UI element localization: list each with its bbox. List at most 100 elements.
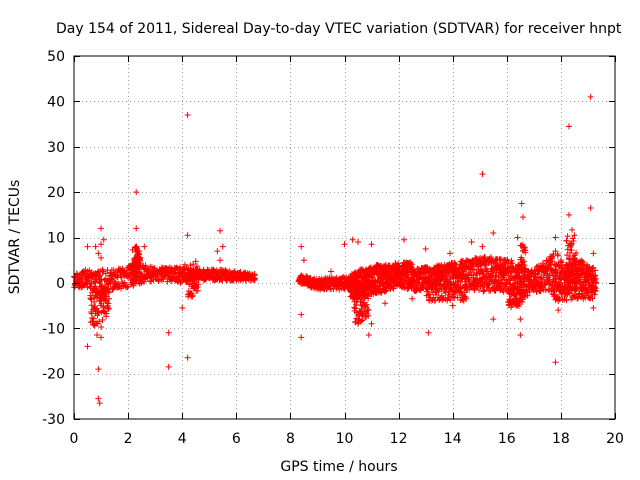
data-point — [133, 189, 140, 196]
data-point — [365, 306, 372, 313]
data-point — [109, 275, 116, 282]
data-point — [425, 329, 432, 336]
data-point — [562, 285, 569, 292]
data-point — [587, 93, 594, 100]
data-point — [98, 334, 105, 341]
x-tick-label: 4 — [178, 431, 187, 447]
data-point — [365, 312, 372, 319]
data-point — [543, 258, 550, 265]
data-point — [566, 123, 573, 130]
data-point — [506, 280, 513, 287]
data-point — [252, 277, 259, 284]
data-point — [552, 359, 559, 366]
x-tick-label: 8 — [286, 431, 295, 447]
data-point — [560, 285, 567, 292]
data-point — [194, 263, 201, 270]
data-point — [136, 274, 143, 281]
data-point — [160, 276, 167, 283]
data-point — [411, 276, 418, 283]
data-point — [95, 309, 102, 316]
data-point — [520, 248, 527, 255]
data-point — [298, 243, 305, 250]
data-point — [95, 250, 102, 257]
data-point — [572, 287, 579, 294]
data-point — [546, 271, 553, 278]
data-point — [92, 243, 99, 250]
data-point — [442, 289, 449, 296]
x-tick-label: 14 — [444, 431, 462, 447]
data-point — [478, 267, 485, 274]
data-point — [446, 250, 453, 257]
data-point — [461, 289, 468, 296]
data-point — [165, 363, 172, 370]
x-tick-label: 20 — [606, 431, 624, 447]
data-point — [564, 252, 571, 259]
data-point — [390, 285, 397, 292]
data-point — [187, 262, 194, 269]
data-point — [365, 284, 372, 291]
data-point — [566, 211, 573, 218]
x-tick-label: 2 — [124, 431, 133, 447]
data-point — [352, 305, 359, 312]
data-point — [173, 264, 180, 271]
grid — [74, 56, 615, 419]
chart-title: Day 154 of 2011, Sidereal Day-to-day VTE… — [56, 21, 622, 37]
data-point — [571, 284, 578, 291]
data-point — [419, 284, 426, 291]
data-point — [98, 254, 105, 261]
data-point — [552, 266, 559, 273]
data-point — [566, 290, 573, 297]
data-point — [105, 300, 112, 307]
data-point — [165, 329, 172, 336]
data-point — [479, 170, 486, 177]
data-point — [569, 235, 576, 242]
data-point — [96, 318, 103, 325]
data-point — [554, 252, 561, 259]
data-point — [567, 260, 574, 267]
data-point — [447, 285, 454, 292]
data-point — [357, 318, 364, 325]
data-point — [490, 316, 497, 323]
data-point — [219, 243, 226, 250]
data-point — [518, 286, 525, 293]
data-point — [533, 263, 540, 270]
data-point — [570, 238, 577, 245]
data-point — [133, 265, 140, 272]
data-point — [98, 241, 105, 248]
data-point — [176, 275, 183, 282]
data-point — [579, 284, 586, 291]
data-point — [569, 226, 576, 233]
data-point — [542, 287, 549, 294]
data-point — [479, 243, 486, 250]
data-point — [556, 263, 563, 270]
data-point — [100, 303, 107, 310]
data-point — [135, 278, 142, 285]
data-point — [368, 241, 375, 248]
data-point — [555, 307, 562, 314]
data-point — [90, 315, 97, 322]
y-tick-label: 40 — [47, 94, 65, 110]
y-tick-label: 30 — [47, 140, 65, 156]
data-point — [475, 263, 482, 270]
data-point — [517, 316, 524, 323]
data-point — [189, 292, 196, 299]
x-axis-label: GPS time / hours — [280, 459, 397, 475]
data-point — [571, 232, 578, 239]
data-point — [365, 295, 372, 302]
y-tick-label: -30 — [42, 412, 65, 428]
data-point — [401, 236, 408, 243]
data-point — [184, 232, 191, 239]
data-point — [485, 282, 492, 289]
data-point — [572, 261, 579, 268]
data-point — [105, 289, 112, 296]
data-point — [592, 288, 599, 295]
y-tick-label: -20 — [42, 367, 65, 383]
data-point — [192, 258, 199, 265]
data-point — [93, 332, 100, 339]
data-point — [558, 259, 565, 266]
plot-frame — [73, 55, 616, 420]
data-point — [190, 261, 197, 268]
y-tick-label: 0 — [56, 276, 65, 292]
